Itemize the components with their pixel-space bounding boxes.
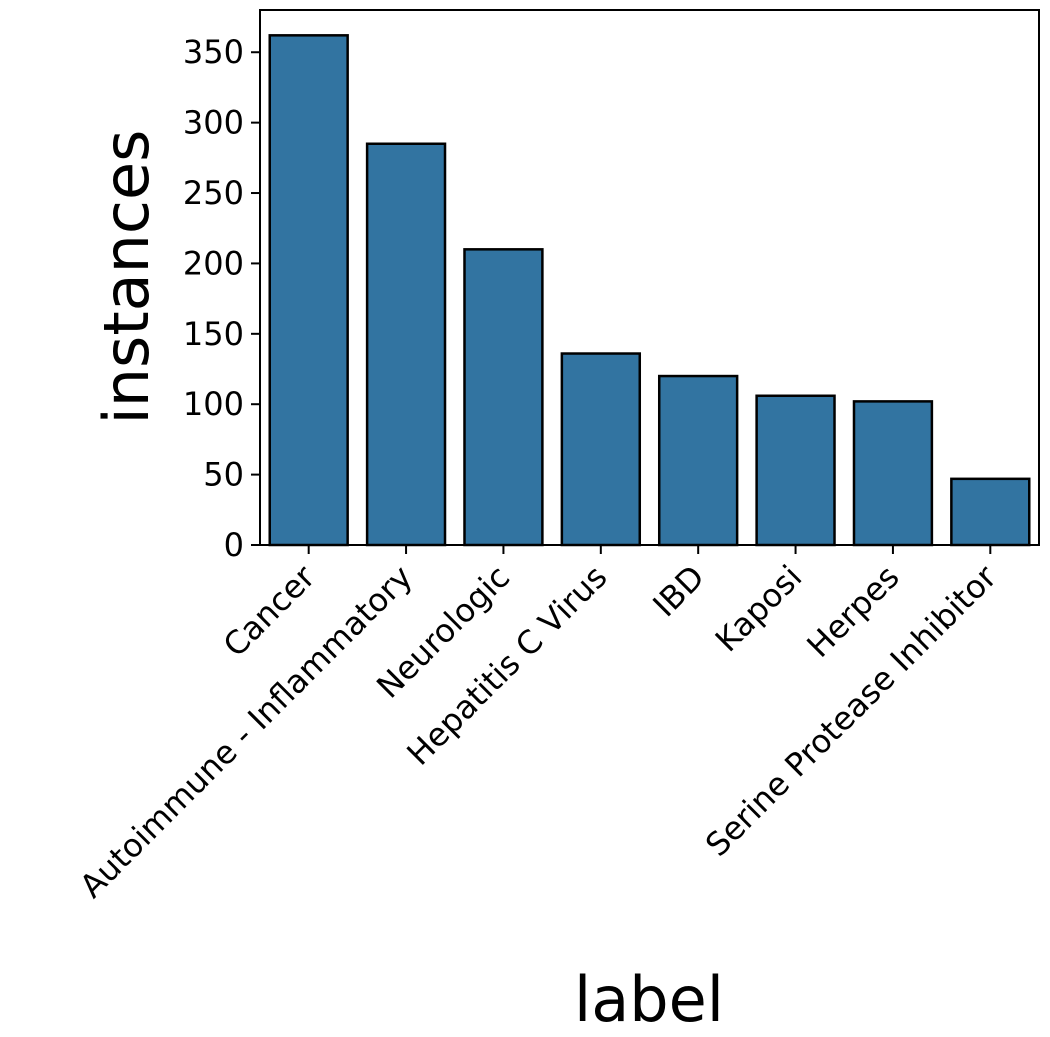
bar-4 — [657, 374, 739, 547]
x-tick-label-5: Kaposi — [708, 558, 809, 659]
bar-2 — [463, 248, 544, 547]
axes-layer — [259, 9, 1040, 546]
bar-0 — [268, 34, 349, 547]
bar-5 — [755, 394, 836, 547]
y-tick-label-5: 250 — [183, 174, 244, 212]
axes-frame — [259, 9, 1040, 546]
bar-3 — [560, 352, 642, 547]
x-axis-title: label — [574, 963, 724, 1036]
bar-6 — [852, 400, 934, 547]
bars-layer — [268, 34, 1031, 547]
y-tick-label-3: 150 — [183, 315, 244, 353]
bar-7 — [950, 477, 1031, 547]
y-axis-title: instances — [90, 130, 163, 425]
y-tick-label-4: 200 — [183, 244, 244, 282]
y-ticks-layer: 0 50 100 150 200 250 300 350 — [183, 33, 260, 564]
x-tick-label-4: IBD — [645, 558, 711, 624]
bar-1 — [365, 142, 447, 547]
y-tick-label-7: 350 — [183, 33, 244, 71]
y-tick-label-0: 0 — [224, 526, 244, 564]
y-tick-label-1: 50 — [203, 456, 244, 494]
y-tick-label-2: 100 — [183, 385, 244, 423]
y-tick-label-6: 300 — [183, 104, 244, 142]
